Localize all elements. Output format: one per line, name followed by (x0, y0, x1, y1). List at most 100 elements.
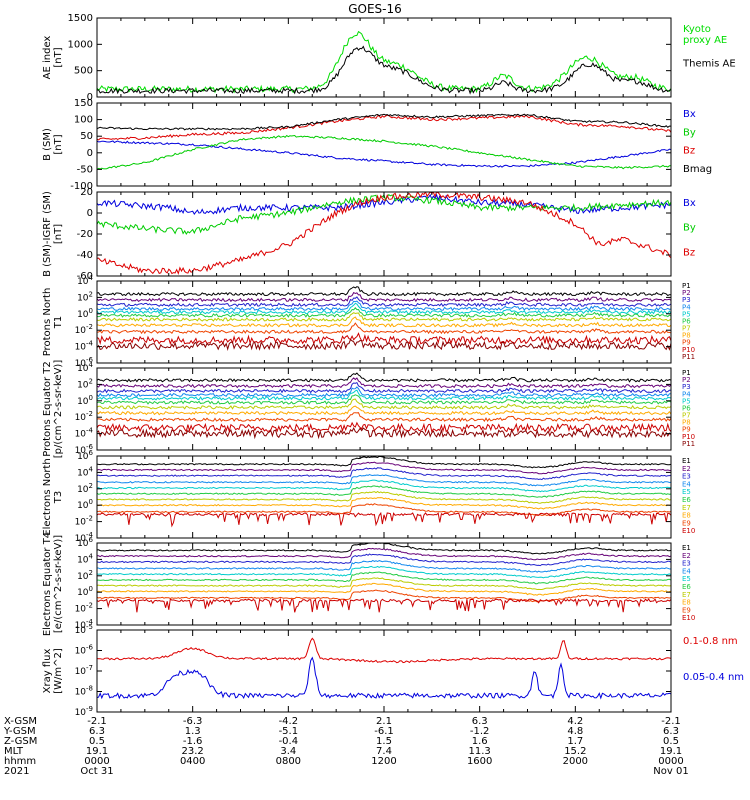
series-line-e5 (97, 565, 671, 579)
svg-text:Protons North: Protons North (42, 288, 53, 357)
y-tick-label: 1000 (68, 39, 93, 50)
series-line-p10 (97, 421, 671, 434)
orbit-value: 6.3 (89, 726, 105, 737)
y-tick-label: 10-4 (75, 427, 94, 440)
orbit-row-label: hhmm (4, 756, 36, 767)
series-line-p7 (97, 398, 671, 410)
y-axis-label: B (SM) [nT] (42, 128, 64, 161)
series-line-p8 (97, 316, 671, 328)
series-line-p1 (97, 286, 671, 297)
svg-text:B (SM): B (SM) (42, 128, 53, 161)
orbit-value: Nov 01 (653, 766, 688, 777)
y-tick-label: 100 (74, 115, 93, 126)
orbit-value: -6.3 (183, 716, 203, 727)
series-line-0-1-0-8-nm (97, 637, 671, 664)
y-tick-label: -50 (77, 164, 93, 175)
series-line-e10 (97, 511, 671, 528)
orbit-value: 6.3 (472, 716, 488, 727)
y-tick-label: 500 (74, 66, 93, 77)
y-axis-label: Electrons Equator T4 [e/(cm^2-s-sr-keV)] (42, 532, 64, 636)
series-line-p4 (97, 386, 671, 398)
y-tick-label: 150 (74, 98, 93, 109)
y-tick-label: 10-2 (75, 323, 93, 336)
legend-p10: P10 (682, 346, 695, 354)
series-line-0-05-0-4-nm (97, 656, 671, 700)
legend-p7: P7 (682, 325, 691, 333)
series-line-bz (97, 114, 671, 141)
legend-p9: P9 (682, 339, 691, 347)
y-tick-label: 10-6 (75, 644, 94, 657)
legend-e5: E5 (682, 488, 691, 496)
y-axis-label: Xray flux [W/m^2] (42, 648, 64, 694)
legend-p8: P8 (682, 332, 691, 340)
y-axis-label: Electrons North T3 (42, 458, 64, 535)
legend-p11: P11 (682, 440, 695, 448)
panel-2: -100 -50 0 50 100 150 B (SM) [nT] Bx By Bz Bmag (42, 98, 712, 192)
series-line-p9 (97, 412, 671, 423)
panel-frame (96, 17, 672, 98)
legend-p3: P3 (682, 383, 691, 391)
orbit-value: 3.4 (280, 746, 296, 757)
series-line-p5 (97, 389, 671, 401)
series-line-bmag (97, 113, 671, 131)
legend-e10: E10 (682, 614, 695, 622)
series-line-e9 (97, 589, 671, 603)
legend-by: By (683, 127, 696, 138)
svg-text:[nT]: [nT] (53, 134, 64, 154)
orbit-value: 1.5 (376, 736, 392, 747)
y-tick-label: 100 (77, 585, 93, 598)
legend-e10: E10 (682, 527, 695, 535)
y-tick-label: 104 (77, 552, 93, 565)
orbit-value: 0800 (276, 756, 301, 767)
orbit-value: 1.7 (567, 736, 583, 747)
orbit-value: -1.6 (183, 736, 203, 747)
panel-3: -60 -40 -20 0 20 B (SM)-IGRF (SM) [nT] Bx By Bz (42, 187, 696, 282)
legend-bx: Bx (683, 198, 696, 209)
series-line-e4 (97, 474, 671, 487)
legend-e1: E1 (682, 544, 691, 552)
legend-themis-ae: Themis AE (682, 59, 736, 70)
legend-p1: P1 (682, 369, 691, 377)
series-line-themis-ae (97, 45, 671, 95)
series-line-e7 (97, 577, 671, 591)
series-line-kyoto-proxy-ae (97, 30, 671, 94)
legend-e3: E3 (682, 560, 691, 568)
legend-e5: E5 (682, 575, 691, 583)
y-tick-label: 100 (77, 498, 93, 511)
series-line-e6 (97, 485, 671, 498)
legend-p9: P9 (682, 426, 691, 434)
legend-p1: P1 (682, 282, 691, 290)
orbit-value: 2000 (563, 756, 588, 767)
series-line-by (97, 193, 671, 235)
svg-text:Electrons Equator T4: Electrons Equator T4 (42, 532, 53, 636)
orbit-value: 15.2 (564, 746, 586, 757)
legend-bx: Bx (683, 109, 696, 120)
orbit-value: 0.5 (89, 736, 105, 747)
y-tick-label: 102 (77, 290, 93, 303)
orbit-value: 2.1 (376, 716, 392, 727)
y-tick-label: 0 (87, 208, 93, 219)
series-line-p8 (97, 405, 671, 416)
series-line-p11 (97, 338, 671, 351)
orbit-value: 1.6 (472, 736, 488, 747)
legend-e7: E7 (682, 504, 691, 512)
orbit-value: 1200 (371, 756, 396, 767)
orbit-value: 19.1 (86, 746, 108, 757)
y-tick-label: 102 (77, 569, 93, 582)
orbit-value: 0.5 (663, 736, 679, 747)
y-tick-label: 10-2 (75, 410, 93, 423)
legend-e6: E6 (682, 496, 691, 504)
series-line-p9 (97, 322, 671, 335)
svg-text:Protons Equator T2: Protons Equator T2 (42, 361, 53, 457)
legend-p10: P10 (682, 433, 695, 441)
svg-text:B (SM)-IGRF (SM): B (SM)-IGRF (SM) (42, 191, 53, 277)
y-tick-label: 1500 (68, 13, 93, 24)
orbit-value: 4.8 (567, 726, 583, 737)
legend-p6: P6 (682, 317, 691, 325)
legend-e7: E7 (682, 591, 691, 599)
legend-e8: E8 (682, 599, 691, 607)
y-tick-label: 102 (77, 377, 93, 390)
y-tick-label: 104 (77, 465, 93, 478)
